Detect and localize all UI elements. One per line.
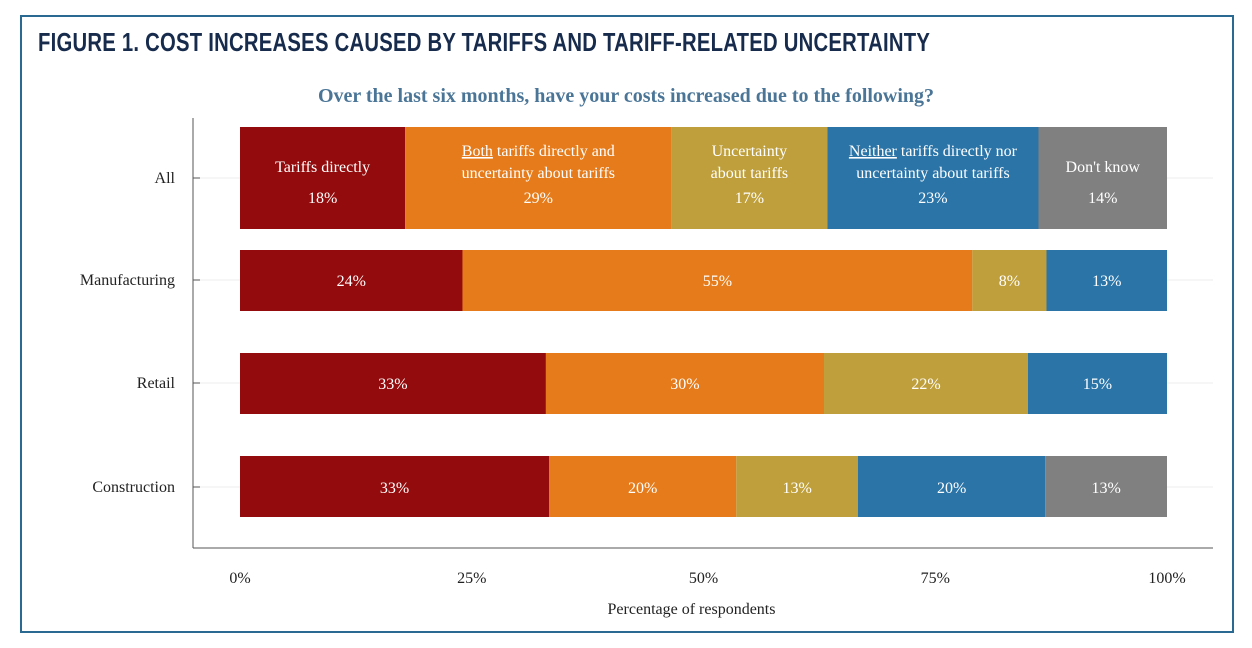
- data-label: 17%: [735, 190, 764, 207]
- x-tick-label: 100%: [1148, 570, 1185, 587]
- bar-segment: [405, 127, 672, 229]
- data-label: 30%: [670, 376, 699, 393]
- bar-segment: [736, 456, 858, 517]
- data-label: 13%: [1091, 480, 1120, 497]
- bar-segment: [545, 353, 825, 414]
- legend-label: Neither tariffs directly nor: [849, 143, 1018, 160]
- bar-segment: [240, 353, 546, 414]
- legend-label: Uncertainty: [712, 143, 788, 160]
- data-label: 33%: [378, 376, 407, 393]
- x-axis-label: Percentage of respondents: [608, 601, 776, 618]
- bar-segment: [240, 250, 463, 311]
- chart-title: Over the last six months, have your cost…: [317, 85, 935, 107]
- data-label: 55%: [703, 273, 732, 290]
- data-label: 22%: [911, 376, 940, 393]
- legend-label: Both tariffs directly and: [462, 143, 615, 160]
- bar-segment: [240, 127, 406, 229]
- bar-segment: [1046, 250, 1167, 311]
- category-label: All: [155, 170, 176, 187]
- bar-segment: [827, 127, 1039, 229]
- category-label: Construction: [92, 479, 175, 496]
- x-tick-label: 0%: [229, 570, 250, 587]
- data-label: 14%: [1088, 190, 1117, 207]
- data-label: 20%: [628, 480, 657, 497]
- bar-segment: [549, 456, 737, 517]
- figure-frame: [20, 15, 1234, 633]
- data-label: 15%: [1083, 376, 1112, 393]
- bar-segment: [240, 456, 549, 517]
- data-label: 33%: [380, 480, 409, 497]
- data-label: 20%: [937, 480, 966, 497]
- category-label: Retail: [137, 375, 176, 392]
- legend-label: Don't know: [1066, 159, 1141, 176]
- data-label: 13%: [1092, 273, 1121, 290]
- legend-label-line2: about tariffs: [711, 165, 788, 182]
- legend-label-line2: uncertainty about tariffs: [462, 165, 615, 182]
- bar-segment: [858, 456, 1046, 517]
- bar-segment: [1038, 127, 1167, 229]
- category-label: Manufacturing: [80, 272, 175, 289]
- bar-segment: [1027, 353, 1167, 414]
- x-tick-label: 50%: [689, 570, 718, 587]
- data-label: 29%: [524, 190, 553, 207]
- data-label: 18%: [308, 190, 337, 207]
- data-label: 23%: [918, 190, 947, 207]
- bar-segment: [1045, 456, 1167, 517]
- legend-label-line2: uncertainty about tariffs: [856, 165, 1009, 182]
- legend-label: Tariffs directly: [275, 159, 370, 176]
- data-label: 24%: [337, 273, 366, 290]
- data-label: 8%: [999, 273, 1020, 290]
- data-label: 13%: [782, 480, 811, 497]
- bar-segment: [462, 250, 973, 311]
- bar-segment: [972, 250, 1047, 311]
- bar-segment: [824, 353, 1028, 414]
- x-tick-label: 75%: [921, 570, 950, 587]
- figure-title: FIGURE 1. COST INCREASES CAUSED BY TARIF…: [38, 27, 931, 57]
- bar-segment: [671, 127, 828, 229]
- x-tick-label: 25%: [457, 570, 486, 587]
